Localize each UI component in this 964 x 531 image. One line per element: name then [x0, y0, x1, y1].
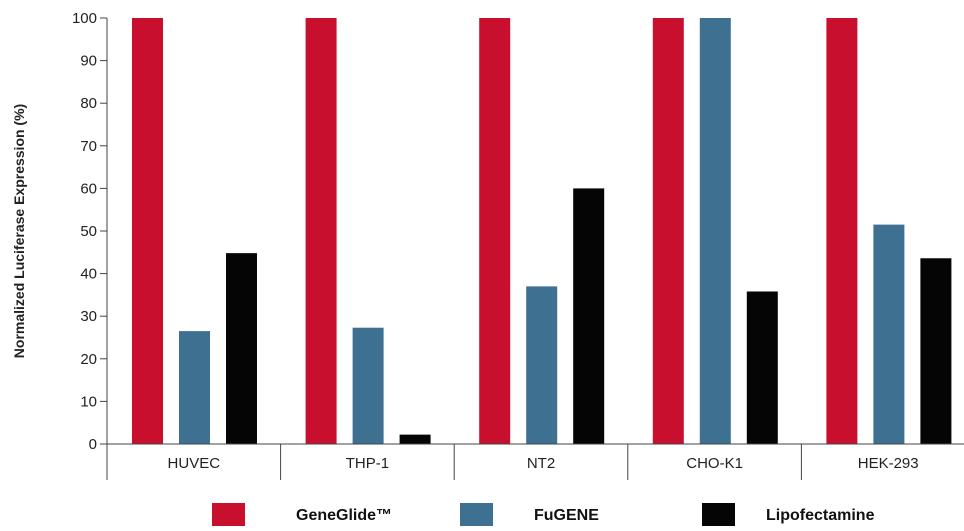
y-axis-label: Normalized Luciferase Expression (%) — [11, 104, 27, 358]
bar-fugene-thp-1 — [352, 327, 384, 444]
bar-lipofectamine-nt2 — [573, 188, 605, 444]
bar-lipofectamine-huvec — [226, 253, 257, 444]
legend-label-lipofectamine: Lipofectamine — [766, 507, 875, 524]
y-tick-label: 20 — [80, 351, 97, 368]
bar-geneglide-hek-293 — [826, 18, 858, 444]
y-tick-label: 100 — [72, 10, 97, 27]
y-tick-label: 40 — [80, 266, 97, 283]
legend-label-fugene: FuGENE — [534, 507, 599, 524]
bar-geneglide-nt2 — [479, 18, 511, 444]
y-tick-label: 10 — [80, 393, 97, 410]
axes — [106, 18, 964, 445]
bar-geneglide-cho-k1 — [652, 18, 684, 444]
y-tick-label: 0 — [89, 436, 97, 453]
bar-fugene-huvec — [179, 331, 210, 444]
y-tick-label: 80 — [80, 95, 97, 112]
y-axis-ticks: 0 10 20 30 40 50 60 70 80 90 100 — [72, 10, 107, 453]
category-label: CHO-K1 — [686, 455, 743, 472]
category-label: HEK-293 — [858, 455, 919, 472]
category-label: THP-1 — [346, 455, 389, 472]
legend: GeneGlide™ FuGENE Lipofectamine — [212, 503, 875, 526]
bar-fugene-cho-k1 — [699, 18, 731, 444]
category-label: NT2 — [527, 455, 555, 472]
y-tick-label: 30 — [80, 308, 97, 325]
y-tick-label: 70 — [80, 138, 97, 155]
legend-label-geneglide: GeneGlide™ — [296, 507, 392, 524]
bar-lipofectamine-thp-1 — [399, 434, 431, 444]
bar-fugene-nt2 — [526, 286, 558, 444]
category-label: HUVEC — [168, 455, 221, 472]
legend-swatch-geneglide — [212, 503, 245, 526]
bar-geneglide-thp-1 — [305, 18, 337, 444]
bar-lipofectamine-hek-293 — [920, 258, 952, 444]
x-axis-categories: HUVEC THP-1 NT2 CHO-K1 HEK-293 — [106, 444, 919, 480]
y-tick-label: 50 — [80, 223, 97, 240]
bar-lipofectamine-cho-k1 — [746, 291, 778, 444]
bars — [132, 18, 952, 444]
y-tick-label: 90 — [80, 53, 97, 70]
legend-swatch-fugene — [460, 503, 493, 526]
bar-geneglide-huvec — [132, 18, 163, 444]
y-tick-label: 60 — [80, 180, 97, 197]
legend-swatch-lipofectamine — [702, 503, 735, 526]
bar-fugene-hek-293 — [873, 224, 905, 444]
